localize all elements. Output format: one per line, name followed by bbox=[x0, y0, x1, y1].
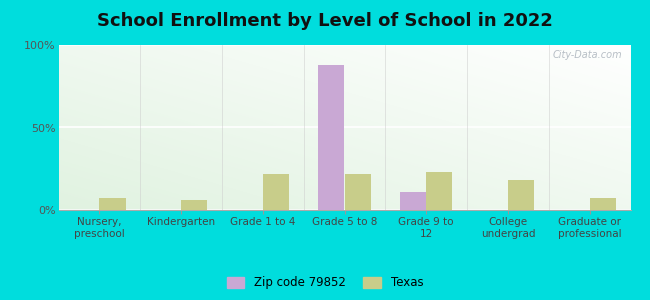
Bar bbox=[508, 180, 534, 210]
Bar bbox=[426, 172, 452, 210]
Bar bbox=[263, 174, 289, 210]
Bar bbox=[318, 65, 344, 210]
Text: School Enrollment by Level of School in 2022: School Enrollment by Level of School in … bbox=[97, 12, 553, 30]
Text: City-Data.com: City-Data.com bbox=[552, 50, 622, 60]
Bar bbox=[590, 199, 616, 210]
Legend: Zip code 79852, Texas: Zip code 79852, Texas bbox=[222, 272, 428, 294]
Bar bbox=[99, 199, 125, 210]
Bar bbox=[181, 200, 207, 210]
Bar bbox=[344, 174, 370, 210]
Bar bbox=[400, 192, 426, 210]
